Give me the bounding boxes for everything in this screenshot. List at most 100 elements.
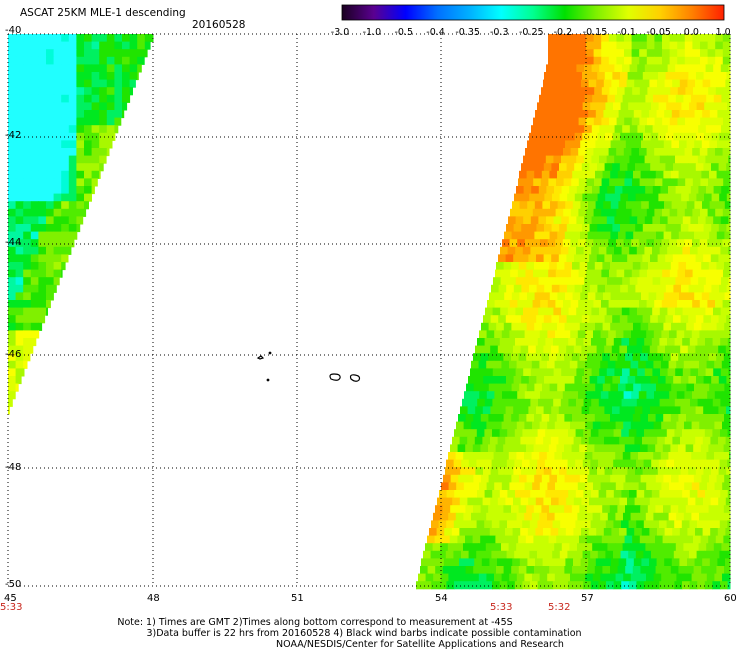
swath-pixel xyxy=(476,581,485,590)
swath-pixel xyxy=(583,307,592,316)
swath-pixel xyxy=(38,140,47,149)
swath-pixel xyxy=(528,224,537,233)
swath-pixel xyxy=(717,292,726,301)
swath-pixel xyxy=(497,528,506,537)
swath-pixel xyxy=(542,140,551,149)
swath-pixel xyxy=(61,94,70,103)
swath-pixel xyxy=(30,117,39,126)
swath-pixel xyxy=(514,193,523,202)
swath-pixel xyxy=(685,87,694,96)
swath-pixel xyxy=(722,148,731,157)
swath-pixel xyxy=(637,155,646,164)
swath-pixel xyxy=(506,550,515,559)
colorbar-label: -0.5 xyxy=(394,27,413,38)
swath-pixel xyxy=(513,497,522,506)
swath-pixel xyxy=(640,383,649,392)
swath-pixel xyxy=(544,284,553,293)
swath-pixel xyxy=(38,254,47,263)
swath-pixel xyxy=(509,482,518,491)
swath-pixel xyxy=(525,300,534,309)
swath-pixel xyxy=(46,110,55,119)
swath-pixel xyxy=(577,512,586,521)
swath-pixel xyxy=(555,56,564,65)
swath-pixel xyxy=(583,155,592,164)
swath-pixel xyxy=(658,284,667,293)
swath-pixel xyxy=(8,125,17,134)
swath-pixel xyxy=(598,246,607,255)
swath-pixel xyxy=(703,315,712,324)
swath-pixel xyxy=(505,497,514,506)
swath-pixel xyxy=(508,368,517,377)
swath-pixel xyxy=(709,292,718,301)
swath-pixel xyxy=(459,497,468,506)
swath-pixel xyxy=(677,34,686,43)
swath-pixel xyxy=(616,391,625,400)
swath-pixel xyxy=(506,224,515,233)
swath-pixel xyxy=(568,398,577,407)
swath-pixel xyxy=(492,429,501,438)
swath-pixel xyxy=(704,102,713,111)
swath-pixel xyxy=(553,307,562,316)
lat-label-48: -48 xyxy=(5,462,22,473)
swath-pixel xyxy=(562,452,571,461)
swath-pixel xyxy=(15,338,24,347)
swath-pixel xyxy=(637,307,646,316)
swath-pixel xyxy=(642,254,651,263)
swath-pixel xyxy=(91,163,100,172)
lat-label-50: -50 xyxy=(5,579,22,590)
swath-pixel xyxy=(560,429,569,438)
swath-pixel xyxy=(616,34,625,43)
swath-pixel xyxy=(38,201,47,210)
swath-pixel xyxy=(657,315,666,324)
swath-pixel xyxy=(715,41,724,50)
swath-pixel xyxy=(68,79,77,88)
swath-pixel xyxy=(53,64,62,73)
swath-pixel xyxy=(597,224,606,233)
swath-pixel xyxy=(627,254,636,263)
swath-pixel xyxy=(485,543,494,552)
swath-pixel xyxy=(15,49,24,58)
swath-pixel xyxy=(680,72,689,81)
swath-pixel xyxy=(590,520,599,529)
swath-pixel xyxy=(678,170,687,179)
swath-pixel xyxy=(505,467,514,476)
swath-pixel xyxy=(474,558,483,567)
swath-pixel xyxy=(642,436,651,445)
swath-pixel xyxy=(504,383,513,392)
swath-pixel xyxy=(627,345,636,354)
swath-pixel xyxy=(537,429,546,438)
swath-pixel xyxy=(662,444,671,453)
swath-pixel xyxy=(38,125,47,134)
swath-pixel xyxy=(467,406,476,415)
swath-pixel xyxy=(610,140,619,149)
swath-pixel xyxy=(627,497,636,506)
swath-pixel xyxy=(548,41,557,50)
swath-pixel xyxy=(614,307,623,316)
swath-pixel xyxy=(84,102,93,111)
swath-pixel xyxy=(559,315,568,324)
swath-pixel xyxy=(636,520,645,529)
swath-pixel xyxy=(683,452,692,461)
swath-pixel xyxy=(578,391,587,400)
swath-pixel xyxy=(684,573,693,582)
swath-pixel xyxy=(605,459,614,468)
swath-pixel xyxy=(541,87,550,96)
swath-pixel xyxy=(515,490,524,499)
swath-pixel xyxy=(23,56,32,65)
swath-pixel xyxy=(46,56,55,65)
swath-pixel xyxy=(538,125,547,134)
swath-pixel xyxy=(576,246,585,255)
swath-pixel xyxy=(667,490,676,499)
swath-pixel xyxy=(585,148,594,157)
swath-pixel xyxy=(511,322,520,331)
swath-pixel xyxy=(678,322,687,331)
swath-pixel xyxy=(610,170,619,179)
swath-pixel xyxy=(670,566,679,575)
swath-pixel xyxy=(698,216,707,225)
swath-pixel xyxy=(30,315,39,324)
swath-pixel xyxy=(642,72,651,81)
swath-pixel xyxy=(592,452,601,461)
swath-pixel xyxy=(500,277,509,286)
swath-pixel xyxy=(692,117,701,126)
swath-pixel xyxy=(615,482,624,491)
